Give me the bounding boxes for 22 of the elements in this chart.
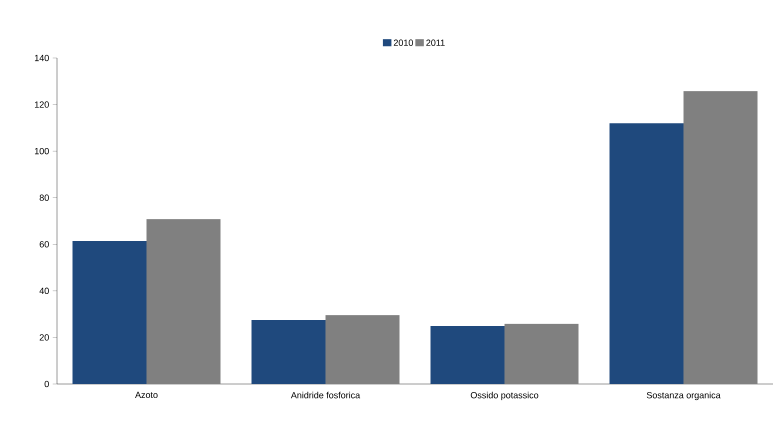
x-tick-label: Azoto (135, 392, 158, 398)
y-tick-label: 60 (40, 241, 49, 248)
legend-label: 2010 (394, 40, 413, 46)
bar (146, 219, 221, 384)
bar (430, 326, 505, 384)
y-tick-label: 20 (40, 334, 49, 341)
y-tick-label: 0 (44, 380, 49, 388)
y-tick-label: 140 (34, 54, 49, 62)
bar (72, 241, 147, 384)
bar (252, 320, 326, 384)
y-tick-label: 100 (34, 148, 49, 154)
x-tick-label: Ossido potassico (470, 392, 538, 400)
y-tick-label: 40 (39, 288, 49, 294)
x-tick-label: Anidride fosforica (290, 392, 360, 398)
y-tick-label: 80 (40, 194, 49, 201)
legend-label: 2011 (426, 40, 445, 46)
x-tick-label: Sostanza organica (646, 392, 721, 400)
bar (684, 91, 758, 384)
bar (326, 315, 400, 384)
bar (610, 123, 684, 384)
bar (504, 324, 579, 384)
y-tick-label: 120 (34, 101, 49, 108)
